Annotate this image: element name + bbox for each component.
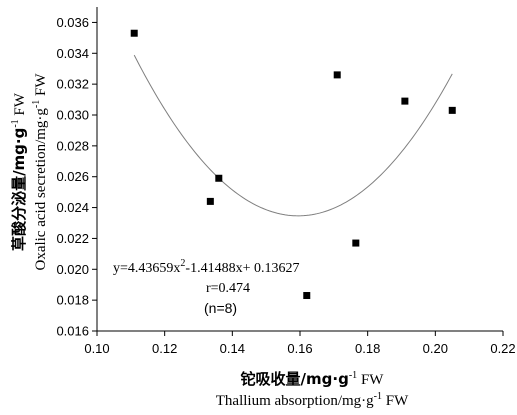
- x-tick-label: 0.16: [287, 341, 312, 356]
- y-label-cn-sup: -1: [10, 119, 21, 127]
- x-tick-label: 0.12: [152, 341, 177, 356]
- x-label-cn-sup: -1: [349, 370, 357, 381]
- y-tick-label: 0.036: [56, 15, 89, 30]
- data-point: [215, 174, 223, 182]
- x-tick-label: 0.18: [355, 341, 380, 356]
- data-point: [448, 106, 456, 114]
- y-label-en-sup: -1: [31, 100, 42, 108]
- equation-exponent: 2: [180, 258, 185, 269]
- x-label-en-unit: FW: [382, 393, 409, 409]
- data-points: [130, 29, 456, 300]
- equation-label: y=4.43659x2-1.41488x+ 0.13627: [113, 258, 299, 276]
- y-axis-label-cn: 草酸分泌量/mg·g-1 FW: [10, 92, 28, 251]
- y-label-en-text: Oxalic acid secretion/mg·g: [33, 108, 49, 271]
- x-label-cn-text: 铊吸收量/mg·g: [241, 370, 349, 388]
- y-tick-label: 0.022: [56, 231, 89, 246]
- x-label-en-text: Thallium absorption/mg·g: [216, 393, 374, 409]
- x-label-en-sup: -1: [374, 391, 382, 402]
- equation-part: y=4.43659x: [113, 261, 180, 276]
- axes: [96, 7, 503, 332]
- data-point: [352, 239, 360, 247]
- x-tick-label: 0.14: [220, 341, 245, 356]
- x-axis-label-cn: 铊吸收量/mg·g-1 FW: [241, 370, 385, 388]
- y-tick-label: 0.016: [56, 324, 89, 339]
- x-label-cn-unit: FW: [357, 372, 384, 388]
- x-tick-label: 0.10: [84, 341, 109, 356]
- y-label-cn-text: 草酸分泌量/mg·g: [10, 128, 28, 251]
- y-tick-label: 0.028: [56, 138, 89, 153]
- data-point: [303, 292, 311, 300]
- r-value-label: r=0.474: [206, 281, 250, 296]
- fit-curve: [133, 54, 453, 217]
- data-point: [333, 71, 341, 79]
- y-label-en-unit: FW: [33, 73, 49, 100]
- y-tick-label: 0.020: [56, 262, 89, 277]
- n-label: (n=8): [204, 300, 237, 316]
- data-point: [130, 29, 138, 37]
- x-tick-label: 0.22: [490, 341, 515, 356]
- y-label-cn-unit: FW: [12, 92, 28, 119]
- y-tick-label: 0.026: [56, 169, 89, 184]
- y-axis-label-en: Oxalic acid secretion/mg·g-1 FW: [31, 73, 49, 271]
- y-tick-label: 0.018: [56, 293, 89, 308]
- data-point: [206, 197, 214, 205]
- y-tick-label: 0.030: [56, 108, 89, 123]
- equation-part: -1.41488x+ 0.13627: [185, 261, 299, 276]
- x-tick-label: 0.20: [423, 341, 448, 356]
- x-axis-ticks: 0.10 0.12 0.14 0.16 0.18 0.20 0.22: [84, 331, 516, 356]
- y-axis-ticks: 0.016 0.018 0.020 0.022 0.024 0.026 0.028 0.030…: [56, 15, 97, 339]
- x-axis-label-en: Thallium absorption/mg·g-1 FW: [216, 391, 409, 409]
- y-tick-label: 0.024: [56, 200, 89, 215]
- y-tick-label: 0.032: [56, 77, 89, 92]
- data-point: [401, 97, 409, 105]
- y-tick-label: 0.034: [56, 46, 89, 61]
